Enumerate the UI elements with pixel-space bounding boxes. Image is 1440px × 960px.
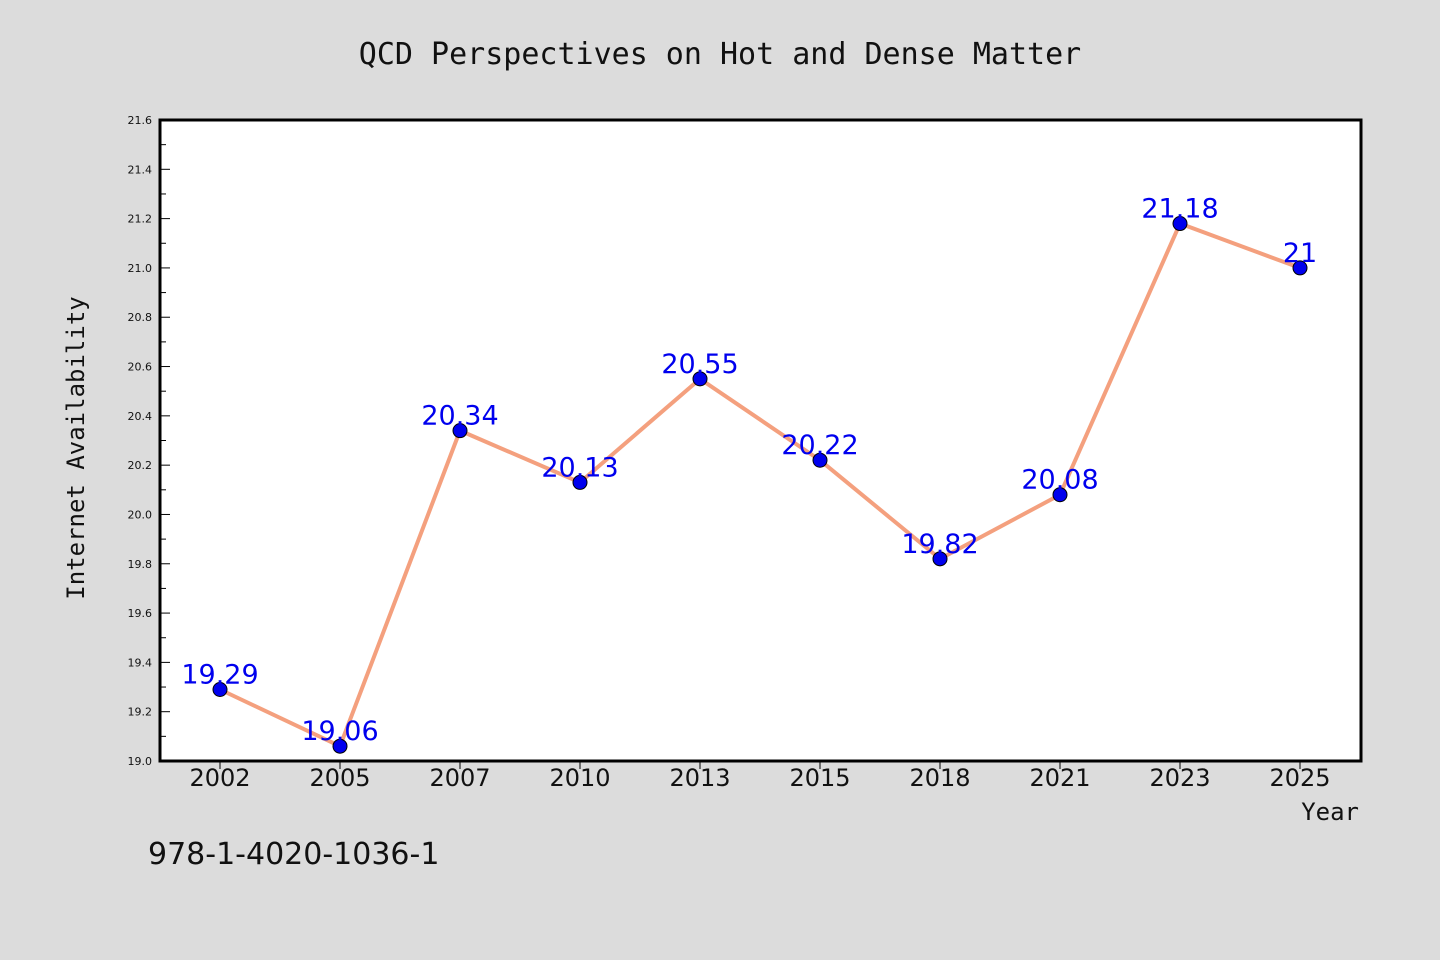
data-label: 20.34 xyxy=(421,401,498,432)
plot-frame xyxy=(158,118,1363,763)
y-tick-label: 20.0 xyxy=(128,508,153,521)
y-tick-label: 19.4 xyxy=(128,656,153,669)
x-tick-label: 2018 xyxy=(909,764,970,792)
y-tick-label: 19.0 xyxy=(128,755,153,768)
y-tick-label: 21.0 xyxy=(128,262,153,275)
series-markers xyxy=(212,216,1308,754)
plot-area xyxy=(160,120,1361,761)
y-axis: 19.0 19.2 19.4 19.6 19.8 20.0 20.2 20.4 20.6 20.8… xyxy=(128,114,170,768)
data-label: 20.13 xyxy=(541,452,618,483)
x-tick-label: 2010 xyxy=(549,764,610,792)
x-tick-label: 2007 xyxy=(429,764,490,792)
y-tick-label: 19.8 xyxy=(128,558,153,571)
data-point xyxy=(332,738,348,754)
data-point xyxy=(1292,260,1308,276)
data-label: 19.82 xyxy=(901,529,978,560)
data-point xyxy=(1172,216,1188,232)
x-tick-label: 2005 xyxy=(309,764,370,792)
series-line-path xyxy=(219,221,1301,749)
data-label: 19.29 xyxy=(181,660,258,691)
data-point xyxy=(572,474,588,490)
chart-title: QCD Perspectives on Hot and Dense Matter xyxy=(359,37,1081,72)
y-tick-label: 20.8 xyxy=(128,311,153,324)
y-tick-label: 21.6 xyxy=(128,114,153,127)
x-tick-label: 2025 xyxy=(1269,764,1330,792)
y-tick-label: 20.4 xyxy=(128,410,153,423)
y-tick-label: 21.2 xyxy=(128,213,153,226)
y-tick-label: 20.6 xyxy=(128,361,153,374)
data-label: 20.08 xyxy=(1021,465,1098,496)
y-tick-label: 21.4 xyxy=(128,163,153,176)
data-label: 21 xyxy=(1283,238,1317,269)
y-tick-label: 19.2 xyxy=(128,706,153,719)
y-tick-label: 20.2 xyxy=(128,459,153,472)
data-point xyxy=(1052,487,1068,503)
x-axis: 2002 2005 2007 2010 2013 2015 2018 2021 2023 2025 xyxy=(189,761,1331,792)
data-point xyxy=(452,423,468,439)
data-point xyxy=(932,551,948,567)
x-axis-label: Year xyxy=(1301,798,1359,826)
x-tick-label: 2023 xyxy=(1149,764,1210,792)
data-label: 21.18 xyxy=(1141,194,1218,225)
y-tick-label: 19.6 xyxy=(128,607,153,620)
series-line xyxy=(219,221,1301,749)
data-label: 20.22 xyxy=(781,430,858,461)
data-point xyxy=(692,371,708,387)
x-tick-label: 2021 xyxy=(1029,764,1090,792)
isbn-text: 978-1-4020-1036-1 xyxy=(148,837,439,872)
data-point xyxy=(812,452,828,468)
x-tick-label: 2013 xyxy=(669,764,730,792)
data-label: 20.55 xyxy=(661,349,738,380)
data-point xyxy=(212,682,228,698)
y-axis-label: Internet Availability xyxy=(62,296,90,599)
data-label: 19.06 xyxy=(301,716,378,747)
x-tick-label: 2002 xyxy=(189,764,250,792)
x-tick-label: 2015 xyxy=(789,764,850,792)
data-labels: 19.29 19.06 20.34 20.13 20.55 20.22 19.82 20.08… xyxy=(181,194,1317,748)
